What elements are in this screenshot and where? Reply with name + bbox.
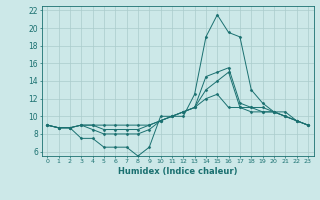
X-axis label: Humidex (Indice chaleur): Humidex (Indice chaleur) [118,167,237,176]
